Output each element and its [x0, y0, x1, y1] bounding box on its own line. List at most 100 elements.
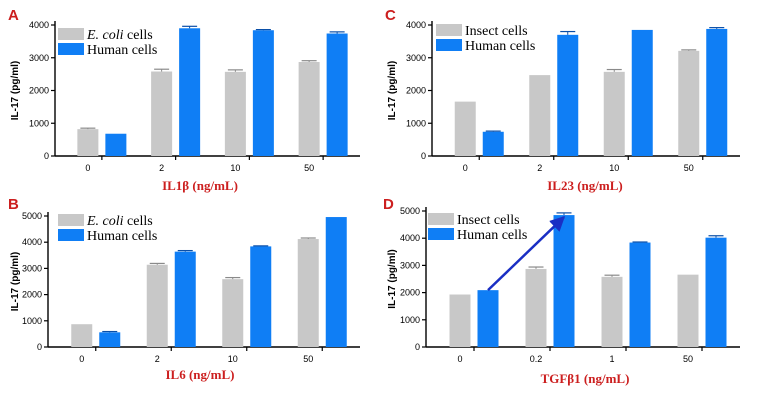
bar-blue-50 — [325, 217, 347, 347]
bar-blue-0 — [105, 133, 127, 156]
y-tick-label: 0 — [421, 151, 426, 161]
x-tick-label: 10 — [609, 163, 619, 173]
bar-blue-2 — [557, 34, 579, 157]
y-tick-label: 3000 — [400, 260, 420, 270]
chart-panel-b: B IL-17 (pg/ml) 0 1000 2000 3000 4000 5000 0 2 10 5… — [8, 196, 360, 382]
y-tick-label: 5000 — [22, 211, 42, 221]
legend-swatch-gray — [428, 213, 454, 225]
y-tick-label: 0 — [44, 151, 49, 161]
bar-gray-0 — [454, 101, 476, 156]
legend-label-gray: E. coli cells — [86, 214, 153, 229]
y-tick-label: 5000 — [400, 206, 420, 216]
legend-swatch-blue — [58, 43, 84, 55]
annotation-arrow — [487, 216, 566, 292]
y-tick-label: 4000 — [406, 20, 426, 30]
bar-gray-10 — [222, 279, 244, 347]
legend-label-blue: Human cells — [457, 228, 527, 243]
bar-blue-10 — [252, 30, 274, 157]
y-tick-label: 0 — [37, 342, 42, 352]
bar-blue-10 — [631, 29, 653, 157]
bar-blue-0 — [477, 290, 499, 347]
legend-label-blue: Human cells — [87, 229, 157, 244]
bar-blue-50 — [326, 33, 348, 156]
y-tick-label: 1000 — [400, 315, 420, 325]
y-tick-label: 2000 — [406, 86, 426, 96]
bar-gray-2 — [146, 264, 168, 347]
y-tick-label: 3000 — [22, 263, 42, 273]
panel-letter: D — [383, 196, 394, 213]
panel-letter: C — [385, 7, 396, 24]
bar-blue-50 — [706, 28, 728, 156]
y-axis-label: IL-17 (pg/ml) — [10, 252, 21, 311]
legend-swatch-blue — [58, 229, 84, 241]
legend-swatch-gray — [58, 28, 84, 40]
bar-gray-50 — [677, 274, 699, 347]
bar-gray-50 — [678, 50, 700, 157]
y-tick-label: 4000 — [29, 20, 49, 30]
panel-letter: B — [8, 196, 19, 213]
x-tick-label: 10 — [228, 354, 238, 364]
y-tick-label: 1000 — [406, 118, 426, 128]
chart-panel-a: A IL-17 (pg/ml) 0 1000 2000 3000 4000 0 2 10 50 IL1… — [8, 7, 360, 193]
x-tick-label: 0 — [463, 163, 468, 173]
y-axis-label: IL-17 (pg/ml) — [10, 61, 21, 120]
x-tick-label: 50 — [683, 354, 693, 364]
bar-blue-2 — [179, 28, 201, 156]
bar-gray-50 — [297, 239, 319, 347]
x-tick-label: 2 — [155, 354, 160, 364]
x-tick-label: 0 — [457, 354, 462, 364]
x-tick-label: 2 — [159, 163, 164, 173]
legend-label-blue: Human cells — [465, 39, 535, 54]
legend-label-blue: Human cells — [87, 43, 157, 58]
legend-label-gray: Insect cells — [457, 213, 520, 228]
bar-gray-0 — [77, 129, 99, 156]
x-tick-label: 50 — [684, 163, 694, 173]
x-tick-label: 10 — [230, 163, 240, 173]
bar-gray-10 — [224, 71, 246, 156]
panel-letter: A — [8, 7, 19, 24]
bar-blue-1 — [629, 242, 651, 347]
y-tick-label: 2000 — [400, 288, 420, 298]
y-tick-label: 3000 — [29, 53, 49, 63]
legend-swatch-blue — [428, 228, 454, 240]
x-tick-label: 0 — [79, 354, 84, 364]
y-tick-label: 1000 — [29, 118, 49, 128]
y-tick-label: 3000 — [406, 53, 426, 63]
x-tick-label: 1 — [609, 354, 614, 364]
bar-gray-0 — [71, 324, 93, 347]
chart-panel-d: D IL-17 (pg/ml) 0 1000 2000 3000 4000 5000 0 0.2 1… — [383, 196, 740, 386]
legend-label-gray: E. coli cells — [86, 28, 153, 43]
legend-swatch-gray — [58, 214, 84, 226]
y-axis-label: IL-17 (pg/ml) — [387, 249, 398, 308]
bar-blue-0 — [99, 332, 121, 347]
bar-gray-0 — [449, 294, 471, 347]
bar-blue-50 — [705, 237, 727, 347]
y-tick-label: 1000 — [22, 316, 42, 326]
x-tick-label: 0.2 — [530, 354, 543, 364]
x-axis-label: IL23 (ng/mL) — [547, 178, 622, 193]
y-tick-label: 0 — [415, 342, 420, 352]
bar-gray-0.2 — [525, 268, 547, 347]
bar-gray-1 — [601, 276, 623, 347]
legend-swatch-gray — [436, 24, 462, 36]
x-axis-label: IL6 (ng/mL) — [166, 367, 235, 382]
y-tick-label: 4000 — [400, 233, 420, 243]
bar-blue-10 — [250, 246, 272, 347]
y-tick-label: 2000 — [22, 290, 42, 300]
y-tick-label: 2000 — [29, 86, 49, 96]
y-tick-label: 4000 — [22, 237, 42, 247]
bar-gray-10 — [603, 71, 625, 156]
x-tick-label: 0 — [85, 163, 90, 173]
x-axis-label: TGFβ1 (ng/mL) — [541, 371, 630, 386]
legend-label-gray: Insect cells — [465, 24, 528, 39]
bar-gray-2 — [151, 71, 173, 156]
bar-blue-2 — [174, 251, 196, 347]
x-tick-label: 50 — [303, 354, 313, 364]
x-tick-label: 50 — [304, 163, 314, 173]
y-axis-label: IL-17 (pg/ml) — [387, 61, 398, 120]
bar-gray-2 — [529, 75, 551, 156]
legend-swatch-blue — [436, 39, 462, 51]
chart-panel-c: C IL-17 (pg/ml) 0 1000 2000 3000 4000 0 2 10 50 IL2… — [385, 7, 740, 193]
bar-blue-0 — [482, 131, 504, 156]
